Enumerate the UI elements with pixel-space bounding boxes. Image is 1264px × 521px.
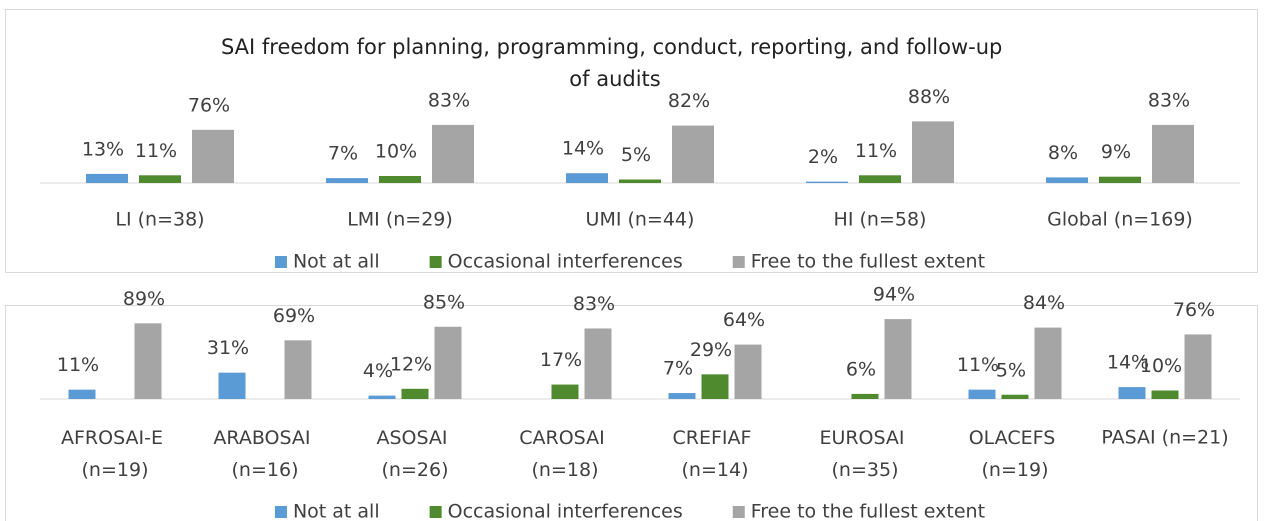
bar: [139, 175, 181, 183]
legend-swatch: [274, 256, 287, 268]
x-tick-label: HI (n=58): [834, 209, 927, 231]
x-tick-label: PASAI (n=21): [1101, 427, 1228, 449]
bar: [806, 181, 848, 183]
data-label: 14%: [1107, 352, 1149, 374]
bar: [192, 129, 234, 183]
bar: [1034, 327, 1062, 399]
data-label: 12%: [390, 353, 432, 375]
bar: [859, 175, 901, 183]
data-label: 14%: [562, 138, 604, 160]
legend-swatch: [732, 256, 745, 268]
bar: [851, 393, 879, 399]
data-label: 9%: [1101, 141, 1131, 163]
data-label: 76%: [188, 94, 230, 116]
legend-swatch: [429, 506, 442, 518]
legend-label: Not at all: [293, 251, 380, 273]
data-label: 7%: [663, 358, 693, 380]
legend-label: Not at all: [293, 501, 380, 521]
data-label: 11%: [957, 354, 999, 376]
data-label: 85%: [423, 291, 465, 313]
data-label: 4%: [363, 360, 393, 382]
bar: [1152, 124, 1194, 183]
legend-label: Free to the fullest extent: [751, 251, 985, 273]
bar: [672, 125, 714, 183]
bar: [68, 389, 96, 399]
data-label: 84%: [1023, 292, 1065, 314]
bar: [701, 374, 729, 399]
x-tick-label: LI (n=38): [115, 209, 204, 231]
data-label: 31%: [207, 337, 249, 359]
data-label: 69%: [273, 305, 315, 327]
legend-swatch: [429, 256, 442, 268]
bar: [668, 393, 696, 399]
bar: [218, 372, 246, 399]
data-label: 83%: [428, 89, 470, 111]
data-label: 29%: [690, 339, 732, 361]
data-label: 76%: [1173, 299, 1215, 321]
data-label: 64%: [723, 309, 765, 331]
legend-swatch: [274, 506, 287, 518]
data-label: 89%: [123, 288, 165, 310]
data-label: 13%: [82, 138, 124, 160]
bar: [1099, 176, 1141, 183]
bar: [1118, 387, 1146, 399]
x-tick-label: Global (n=169): [1047, 209, 1193, 231]
legend-label: Free to the fullest extent: [751, 501, 985, 521]
x-tick-label: CAROSAI (n=18): [519, 427, 610, 481]
data-label: 17%: [540, 349, 582, 371]
data-label: 7%: [328, 143, 358, 165]
data-label: 5%: [996, 359, 1026, 381]
x-tick-label: UMI (n=44): [586, 209, 695, 231]
data-label: 2%: [808, 146, 838, 168]
x-tick-label: ASOSAI (n=26): [376, 427, 453, 481]
x-tick-label: EUROSAI (n=35): [819, 427, 910, 481]
bar: [134, 323, 162, 399]
chart-title: SAI freedom for planning, programming, c…: [221, 35, 1009, 91]
x-tick-label: ARABOSAI (n=16): [213, 427, 316, 481]
x-tick-label: AFROSAI-E (n=19): [61, 427, 169, 481]
data-label: 10%: [1140, 355, 1182, 377]
x-tick-label: OLACEFS (n=19): [969, 427, 1062, 481]
data-label: 11%: [57, 354, 99, 376]
bar: [1151, 390, 1179, 399]
bar: [86, 173, 128, 183]
bar: [379, 176, 421, 183]
data-label: 82%: [668, 90, 710, 112]
bar: [912, 121, 954, 183]
bar: [734, 344, 762, 399]
bar: [884, 319, 912, 399]
data-label: 10%: [375, 141, 417, 163]
bar: [1184, 334, 1212, 399]
bar: [619, 179, 661, 183]
data-label: 88%: [908, 86, 950, 108]
data-label: 8%: [1048, 142, 1078, 164]
legend-swatch: [732, 506, 745, 518]
data-label: 6%: [846, 358, 876, 380]
bar: [284, 340, 312, 399]
legend-label: Occasional interferences: [448, 251, 683, 273]
data-label: 11%: [855, 140, 897, 162]
bar: [566, 173, 608, 183]
legend-label: Occasional interferences: [448, 501, 683, 521]
bar: [434, 326, 462, 399]
bar: [432, 124, 474, 183]
bar: [551, 384, 579, 399]
bar: [326, 178, 368, 183]
bar: [1046, 177, 1088, 183]
x-tick-label: LMI (n=29): [347, 209, 453, 231]
data-label: 83%: [1148, 89, 1190, 111]
chart-frame: [5, 305, 1258, 521]
data-label: 5%: [621, 144, 651, 166]
bar: [368, 395, 396, 399]
bar: [968, 389, 996, 399]
bar: [1001, 394, 1029, 399]
data-label: 94%: [873, 284, 915, 306]
data-label: 11%: [135, 140, 177, 162]
bar: [584, 328, 612, 399]
x-tick-label: CREFIAF (n=14): [673, 427, 758, 481]
bar: [401, 388, 429, 399]
data-label: 83%: [573, 293, 615, 315]
